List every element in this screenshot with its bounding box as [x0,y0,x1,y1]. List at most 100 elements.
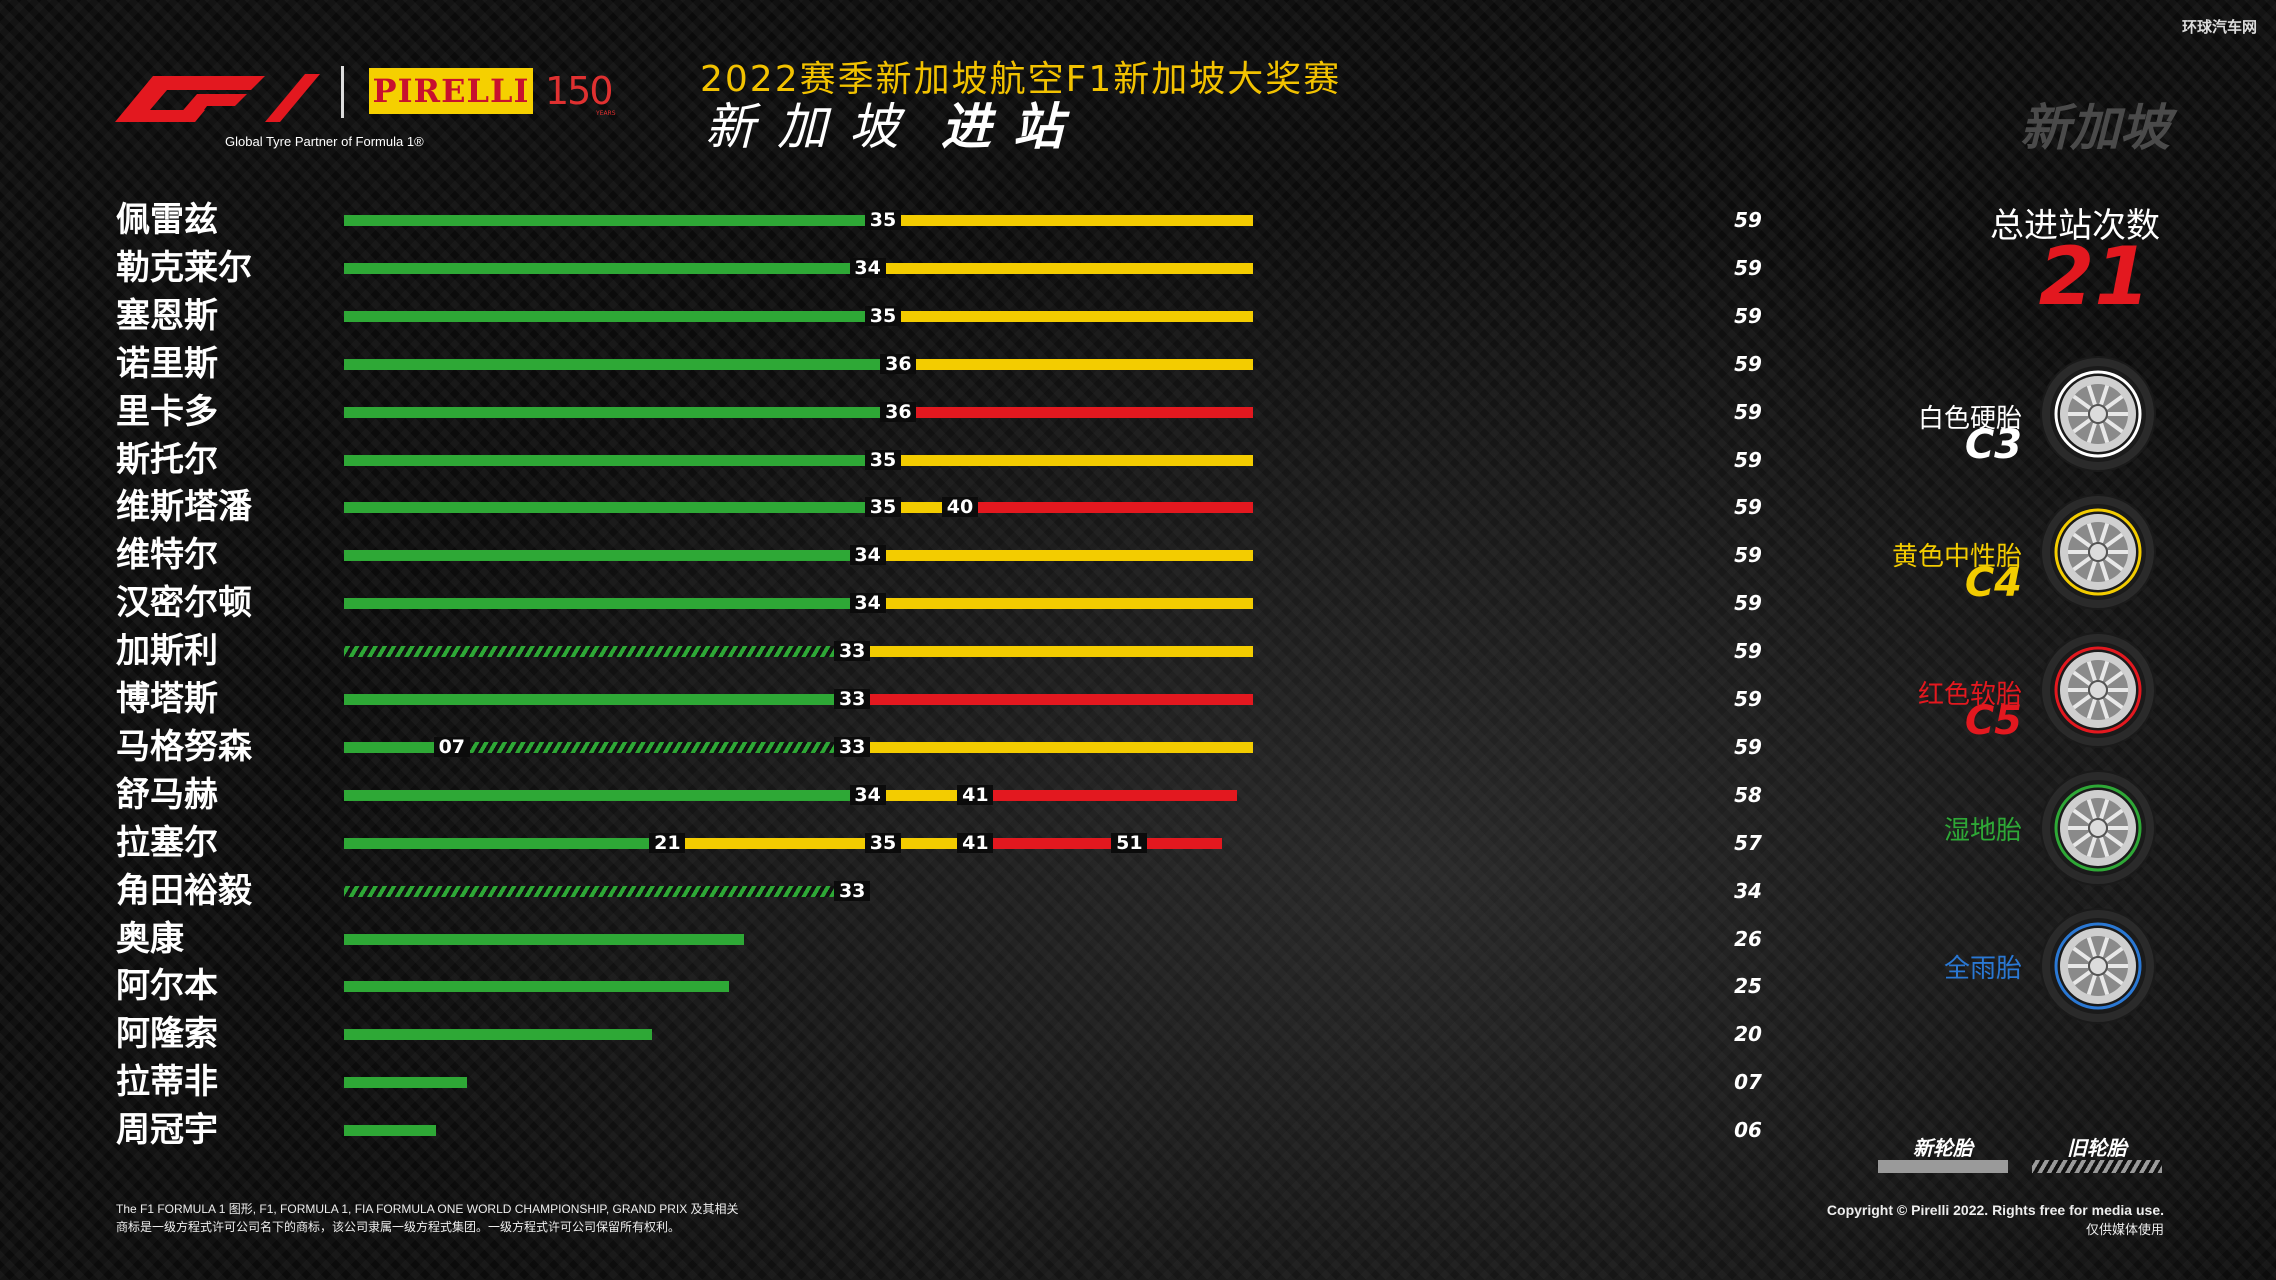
pit-lap-label: 33 [834,641,871,662]
stint-bar-soft [1129,837,1222,849]
stint-bar-intermediate [344,406,899,418]
total-laps-label: 58 [1734,782,1762,807]
stint-bar-intermediate [344,454,883,466]
anniversary-mark: 150 [545,69,614,113]
stint-bar-intermediate [451,741,853,753]
total-laps-label: 59 [1734,734,1762,759]
driver-name: 塞恩斯 [116,295,218,336]
driver-name: 维斯塔潘 [116,487,252,528]
stint-bar-intermediate [344,502,883,514]
stint-bar-intermediate [344,1077,468,1089]
pit-lap-label: 34 [849,784,886,805]
stint-bar-medium [852,646,1253,658]
stint-bar-intermediate [344,598,868,610]
pit-lap-label: 51 [1111,832,1148,853]
total-laps-label: 59 [1734,495,1762,520]
tyre-wet-icon [2040,908,2156,1024]
legend-intermediate-name: 湿地胎 [1943,816,2022,846]
total-laps-label: 34 [1734,878,1762,903]
stint-bar-intermediate [344,550,868,562]
stint-bar-intermediate [344,837,668,849]
driver-name: 博塔斯 [116,679,218,719]
stint-bar-intermediate [344,358,899,370]
stint-bar-intermediate [344,215,883,226]
driver-name: 阿尔本 [116,966,218,1007]
stint-bar-intermediate [344,310,883,322]
driver-name: 周冠宇 [116,1110,218,1151]
pit-lap-label: 34 [849,593,886,614]
pit-lap-label: 33 [834,689,871,709]
stint-bar-intermediate [344,1029,652,1041]
driver-name: 维特尔 [116,535,218,576]
total-laps-label: 59 [1734,208,1762,232]
stint-bar-medium [883,215,1253,226]
stint-bar-intermediate [344,741,452,753]
pit-lap-label: 33 [834,880,871,901]
stint-bar-medium [867,598,1253,610]
pit-lap-label: 07 [433,736,470,757]
total-laps-label: 26 [1734,926,1762,951]
stint-bar-intermediate [344,646,853,658]
driver-name: 角田裕毅 [116,870,252,911]
pit-lap-label: 33 [834,736,871,757]
stint-bar-intermediate [344,885,853,897]
total-laps-label: 07 [1734,1070,1762,1095]
stint-bar-medium [852,741,1253,753]
total-laps-label: 06 [1734,1118,1762,1143]
stint-bar-soft [975,789,1238,801]
stint-bar-medium [667,837,883,849]
total-laps-label: 59 [1734,687,1762,711]
trademark-line-2: 商标是一级方程式许可公司名下的商标，该公司隶属一级方程式集团。一级方程式许可公司… [116,1220,681,1234]
tyre-hard-icon [2040,356,2156,472]
pit-lap-label: 35 [865,832,901,853]
total-laps-label: 59 [1734,255,1762,280]
pit-lap-label: 41 [957,832,994,853]
pit-lap-label: 34 [849,545,886,566]
driver-name: 拉塞尔 [116,822,218,863]
stint-bar-medium [867,789,976,801]
stint-bar-medium [883,310,1253,322]
media-note: 仅供媒体使用 [2085,1222,2164,1237]
total-laps-label: 59 [1734,639,1762,664]
f1-logo-icon [115,74,320,122]
legend-medium-name: 黄色中性胎 [1891,542,2022,572]
total-laps-label: 59 [1734,351,1762,376]
driver-name: 舒马赫 [116,774,218,815]
used-tyre-label: 旧轮胎 [2067,1136,2127,1160]
circuit-name: 新加坡 [2020,99,2170,157]
page-title: 2022赛季新加坡航空F1新加坡大奖赛 [700,59,1342,100]
stint-bar-intermediate [344,262,868,274]
used-tyre-swatch [2032,1160,2162,1173]
stint-bar-intermediate [344,789,868,801]
pit-lap-label: 35 [865,449,901,470]
pit-lap-label: 41 [957,784,994,805]
stint-bar-intermediate [344,1125,437,1137]
driver-name: 加斯利 [116,631,218,672]
driver-name: 马格努森 [116,726,252,767]
legend-soft-code: C5 [1964,698,2022,744]
total-laps-label: 25 [1734,974,1762,999]
driver-name: 奥康 [116,918,184,959]
total-stops-value: 21 [2038,230,2150,323]
total-laps-label: 59 [1734,447,1762,472]
trademark-notice: The F1 FORMULA 1 图形, F1, FORMULA 1, FIA … [116,1200,976,1236]
trademark-line-1: The F1 FORMULA 1 图形, F1, FORMULA 1, FIA … [116,1202,739,1216]
legend-hard-code: C3 [1964,422,2022,468]
total-laps-label: 59 [1734,543,1762,568]
new-tyre-swatch [1878,1160,2008,1173]
copyright-notice: Copyright © Pirelli 2022. Rights free fo… [1600,1200,2164,1240]
driver-name: 斯托尔 [116,439,218,480]
total-laps-label: 59 [1734,399,1762,424]
page-subtitle: 新加坡 进站 [705,96,1085,158]
pirelli-logo: PIRELLI [369,68,533,114]
stint-bar-medium [883,454,1253,466]
driver-name: 勒克莱尔 [116,247,252,288]
pit-lap-label: 40 [942,497,978,518]
header-divider [341,66,344,118]
new-tyre-label: 新轮胎 [1913,1136,1973,1160]
driver-name: 佩雷兹 [116,200,218,240]
stint-bar-medium [898,358,1253,370]
pit-lap-label: 36 [880,401,917,422]
driver-name: 拉蒂非 [116,1062,218,1103]
